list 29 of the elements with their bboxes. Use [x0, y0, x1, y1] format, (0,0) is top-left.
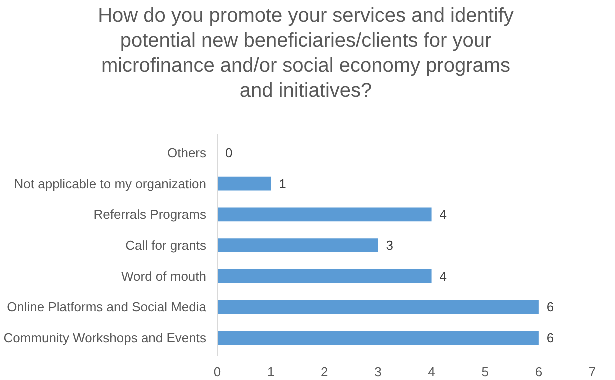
x-tick-label: 0	[214, 364, 222, 380]
x-tick-label: 1	[267, 364, 275, 380]
y-tick-label: Not applicable to my organization	[14, 176, 207, 192]
y-tick-label: Others	[167, 146, 207, 160]
x-tick-label: 4	[428, 364, 436, 380]
bar	[218, 331, 539, 345]
data-label: 6	[546, 330, 554, 346]
y-tick-label: Referrals Programs	[94, 207, 207, 222]
y-tick-label: Word of mouth	[121, 268, 207, 284]
x-tick-label: 7	[588, 364, 596, 380]
y-tick-label: Community Workshops and Events	[4, 330, 207, 346]
bar	[218, 176, 272, 191]
x-tick-label: 6	[535, 364, 543, 380]
data-label: 3	[386, 238, 394, 253]
y-tick-label: Online Platforms and Social Media	[7, 300, 208, 315]
x-tick-label: 3	[374, 364, 382, 380]
data-label: 1	[279, 176, 286, 192]
bar	[218, 238, 378, 252]
data-label: 6	[546, 300, 554, 315]
bar	[218, 269, 432, 284]
bar	[218, 300, 539, 314]
data-label: 0	[226, 146, 233, 160]
data-label: 4	[440, 207, 448, 222]
bar	[218, 208, 432, 222]
chart-title: How do you promote your services and identify potential new beneficiaries/clients for your microfinance and/or social economy programs and initiatives?	[98, 4, 514, 104]
y-tick-label: Call for grants	[126, 238, 207, 253]
x-tick-label: 2	[321, 364, 328, 380]
data-label: 4	[440, 268, 448, 284]
x-tick-label: 5	[482, 364, 489, 380]
